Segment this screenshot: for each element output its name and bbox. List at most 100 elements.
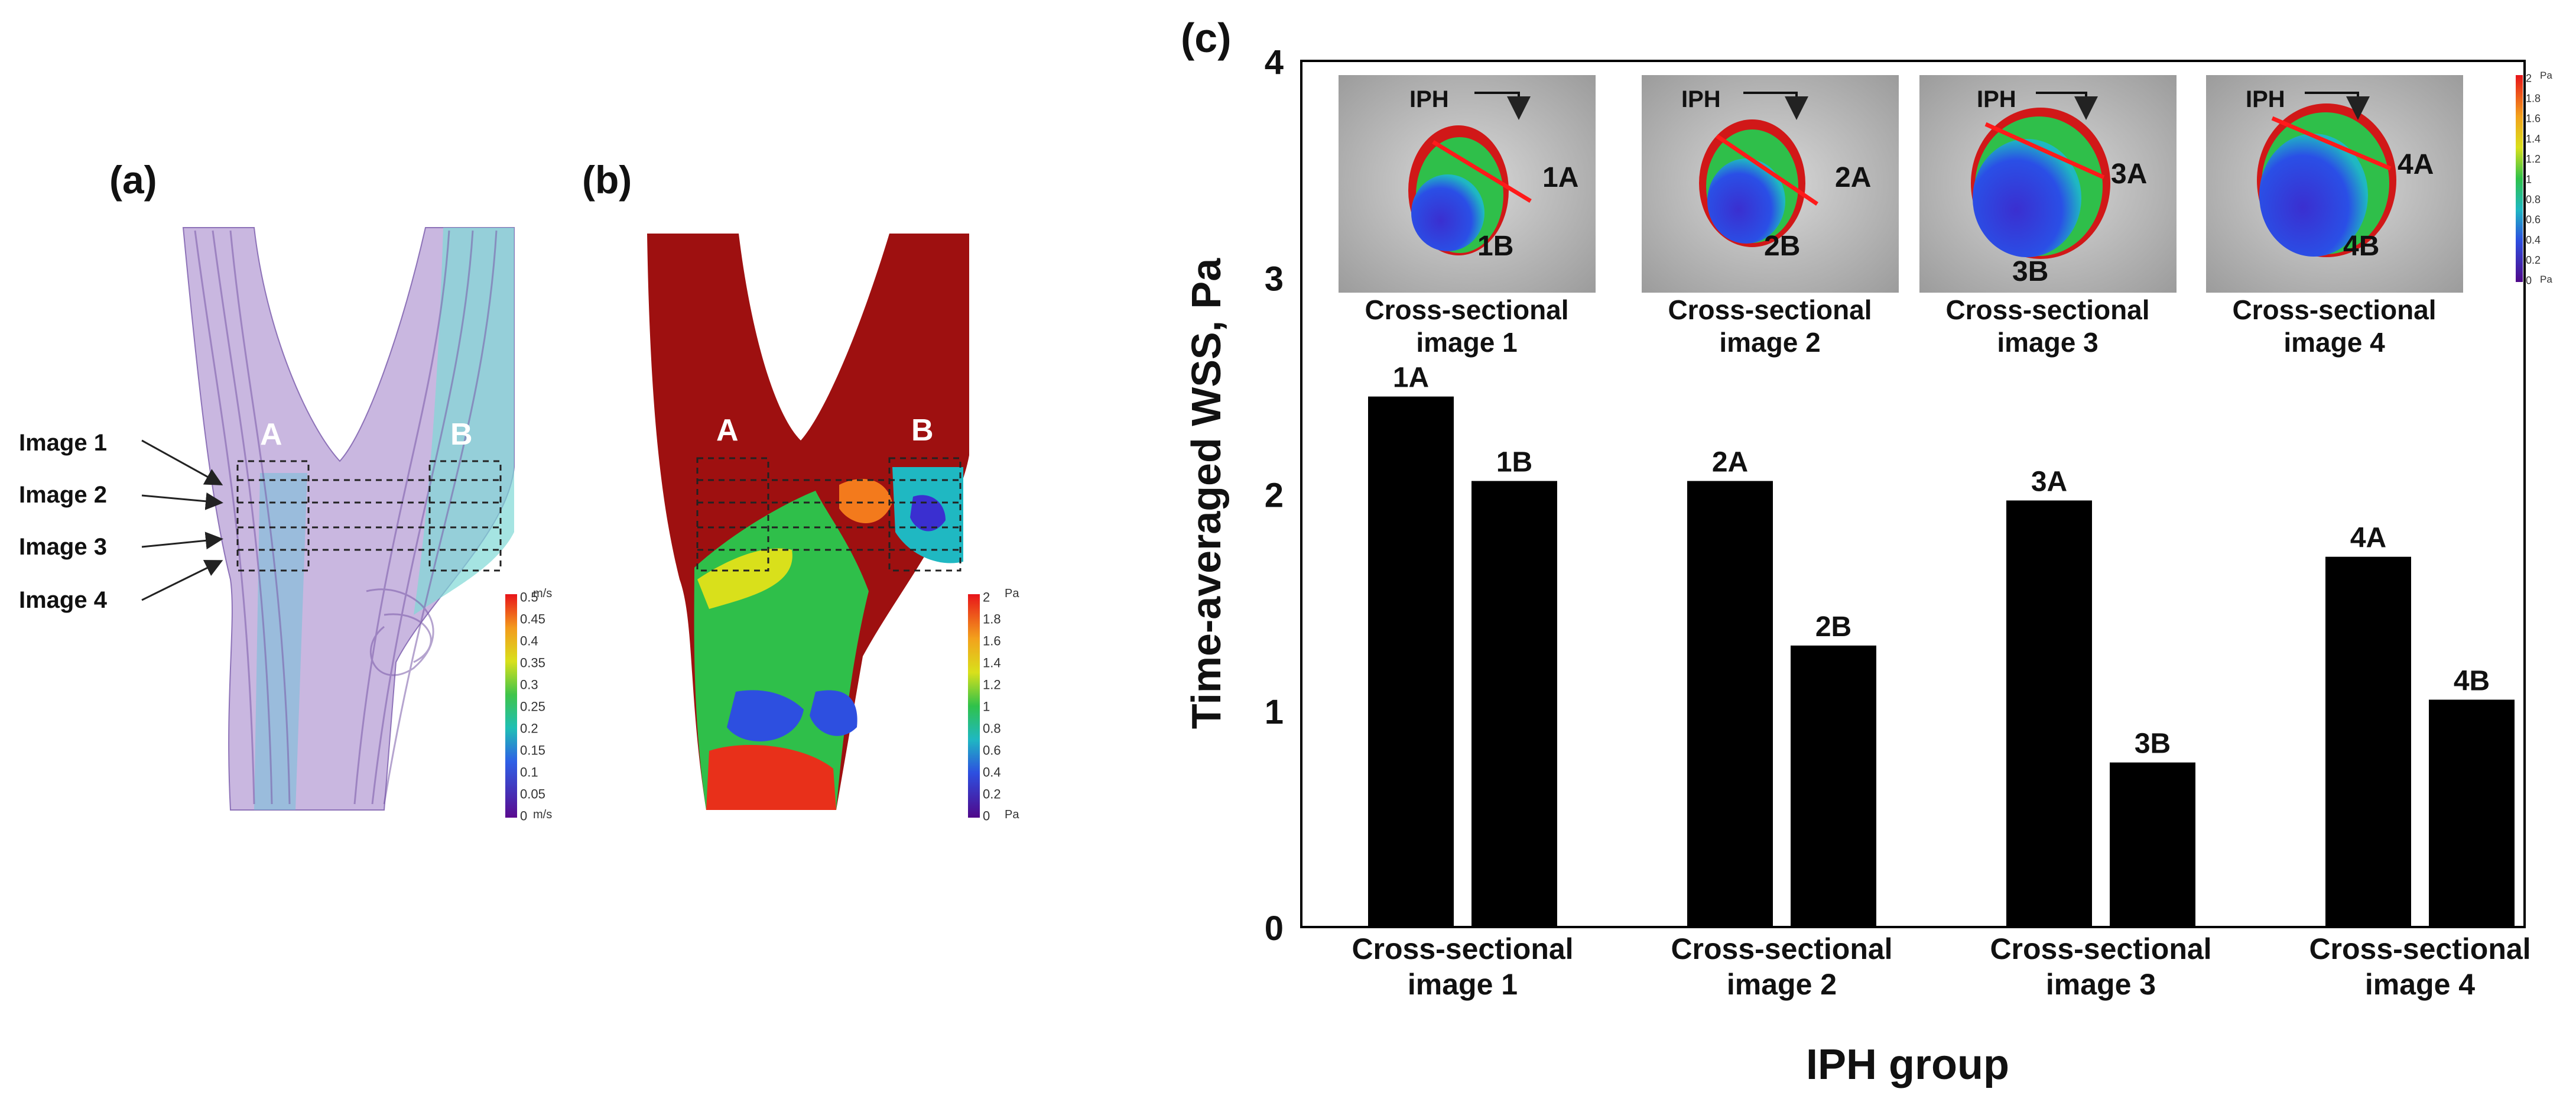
thumb-4-label-a: 4A — [2398, 149, 2434, 180]
x-category-1-line-2: image 1 — [1408, 968, 1518, 1001]
image-label-3: Image 3 — [19, 534, 107, 560]
thumb-2-cut-line — [1716, 134, 1818, 206]
velocity-legend-tick-6: 0.2 — [520, 721, 538, 736]
plot-frame — [1300, 60, 2526, 928]
region-box-b — [428, 460, 502, 572]
wss-colorbar — [968, 594, 980, 818]
bar-label-4a: 4A — [2350, 523, 2386, 554]
velocity-legend-tick-9: 0.05 — [520, 787, 545, 802]
thumb-1-cut-line — [1432, 140, 1532, 203]
y-tick-3: 3 — [1265, 260, 1284, 298]
bar-data-labels: 1A 2A 3A 4A 1B 2B 3B 4B — [1393, 362, 2490, 760]
thumb-1-caption-line-2: image 1 — [1416, 327, 1517, 358]
wss-legend-tick-0: 2 — [983, 590, 990, 605]
inset-legend-tick-0: 2 — [2526, 72, 2532, 84]
velocity-legend-tick-7: 0.15 — [520, 743, 545, 758]
thumb-2-iph-tag: IPH — [1681, 86, 1721, 112]
region-box-b-a — [696, 457, 769, 572]
image-label-1: Image 1 — [19, 430, 107, 456]
thumb-1-label-b: 1B — [1477, 231, 1513, 262]
bar-4a — [2325, 556, 2411, 927]
region-b-b-label: B — [911, 413, 934, 448]
inset-legend-tick-6: 0.8 — [2526, 194, 2541, 206]
bar-1b — [1471, 481, 1557, 927]
velocity-colorbar — [505, 594, 517, 818]
wss-unit-bottom: Pa — [1005, 808, 1019, 821]
bar-label-2a: 2A — [1712, 447, 1748, 478]
thumb-4-cut-line — [2271, 116, 2392, 171]
wss-legend-tick-9: 0.2 — [983, 787, 1001, 802]
thumb-1-iph-arrow — [1474, 92, 1531, 120]
wss-legend-tick-5: 1 — [983, 699, 990, 714]
thumb-3-label-b: 3B — [2012, 256, 2048, 287]
wss-ticks: 2 1.8 1.6 1.4 1.2 1 0.8 0.6 0.4 0.2 0 — [983, 590, 1001, 824]
image-labels: Image 1 Image 2 Image 3 Image 4 — [19, 430, 223, 613]
velocity-legend: m/s m/s 0.50.450.40.350.30.250.20.150.10… — [505, 587, 552, 824]
inset-legend-tick-4: 1.2 — [2526, 153, 2541, 165]
bar-3a — [2006, 500, 2092, 927]
region-box-b-b — [888, 457, 961, 572]
inset-wss-legend: Pa Pa 2 1.8 1.6 1.4 1.2 1 0.8 0.6 0.4 0.2 0 — [2516, 70, 2552, 286]
thumb-3-caption-line-2: image 3 — [1997, 327, 2098, 358]
inset-wss-colorbar — [2516, 75, 2523, 282]
cross-section-thumb-4: IPH 4A 4B Cross-sectional image 4 — [2206, 75, 2463, 358]
bar-4b — [2429, 699, 2515, 927]
velocity-legend-tick-4: 0.3 — [520, 678, 538, 692]
wss-legend-tick-7: 0.6 — [983, 743, 1001, 758]
thumb-4-inner-lumen — [2259, 134, 2368, 257]
bar-label-2b: 2B — [1815, 611, 1851, 643]
region-boxes-b — [696, 457, 961, 572]
cross-section-insets: IPH 1A 1B Cross-sectional image 1 IPH 2A… — [1339, 75, 2463, 358]
thumb-3-cut-line — [1984, 122, 2105, 180]
thumb-4-label-b: 4B — [2343, 231, 2379, 262]
inset-legend-tick-1: 1.8 — [2526, 93, 2541, 105]
x-axis-title: IPH group — [1806, 1041, 2009, 1088]
image-label-4: Image 4 — [19, 587, 108, 613]
streamline-vessel — [182, 227, 515, 811]
panel-b-label: (b) — [582, 158, 632, 202]
velocity-legend-tick-3: 0.35 — [520, 656, 545, 670]
thumb-1-label-a: 1A — [1542, 162, 1578, 193]
velocity-unit-bottom: m/s — [533, 808, 552, 821]
bar-2a — [1687, 481, 1773, 927]
inset-legend-tick-9: 0.2 — [2526, 254, 2541, 266]
panel-a: (a) A B — [19, 158, 552, 824]
thumb-4-iph-tag: IPH — [2246, 86, 2285, 112]
y-tick-0: 0 — [1265, 909, 1284, 948]
thumb-3-label-a: 3A — [2111, 158, 2147, 190]
wss-zone-red-bottom — [706, 745, 836, 810]
thumb-4-caption-line-2: image 4 — [2283, 327, 2385, 358]
wss-legend-tick-2: 1.6 — [983, 634, 1001, 649]
bar-2b — [1791, 645, 1876, 927]
inset-legend-tick-2: 1.6 — [2526, 113, 2541, 125]
image-label-2: Image 2 — [19, 482, 107, 508]
panel-c: (c) Time-averaged WSS, Pa IPH group 0 1 2 3… — [1181, 15, 2552, 1088]
inset-wss-unit-top: Pa — [2540, 70, 2552, 81]
thumb-1-caption-line-1: Cross-sectional — [1365, 294, 1568, 325]
inset-legend-tick-5: 1 — [2526, 173, 2532, 185]
x-category-2-line-2: image 2 — [1727, 968, 1837, 1001]
velocity-legend-tick-8: 0.1 — [520, 765, 538, 780]
x-category-3-line-2: image 3 — [2046, 968, 2156, 1001]
thumb-4-iph-arrow — [2305, 92, 2370, 120]
arrow-image-2 — [141, 492, 223, 510]
wss-zone-deep-blue — [910, 495, 946, 532]
x-category-3-line-1: Cross-sectional — [1990, 932, 2211, 965]
bar-1a — [1368, 396, 1454, 927]
thumb-3-iph-tag: IPH — [1977, 86, 2016, 112]
cross-section-thumb-3: IPH 3A 3B Cross-sectional image 3 — [1919, 75, 2177, 358]
bar-3b — [2110, 762, 2195, 927]
thumb-1-iph-tag: IPH — [1409, 86, 1449, 112]
wss-legend: Pa Pa 2 1.8 1.6 1.4 1.2 1 0.8 0.6 0.4 0.2 0 — [968, 587, 1019, 824]
inset-legend-tick-10: 0 — [2526, 274, 2532, 286]
thumb-4-caption-line-1: Cross-sectional — [2232, 294, 2436, 325]
velocity-legend-tick-2: 0.4 — [520, 634, 538, 649]
wss-legend-tick-3: 1.4 — [983, 656, 1001, 670]
inset-legend-tick-3: 1.4 — [2526, 133, 2541, 145]
region-b-a-label: A — [716, 413, 739, 448]
thumb-1-inner-lumen — [1411, 174, 1484, 251]
cross-section-thumb-2: IPH 2A 2B Cross-sectional image 2 — [1642, 75, 1899, 358]
panel-b: (b) A B Pa Pa 2 1.8 1.6 1.4 1.2 1 0.8 0.6 — [582, 158, 1019, 824]
thumb-2-caption-line-2: image 2 — [1719, 327, 1820, 358]
